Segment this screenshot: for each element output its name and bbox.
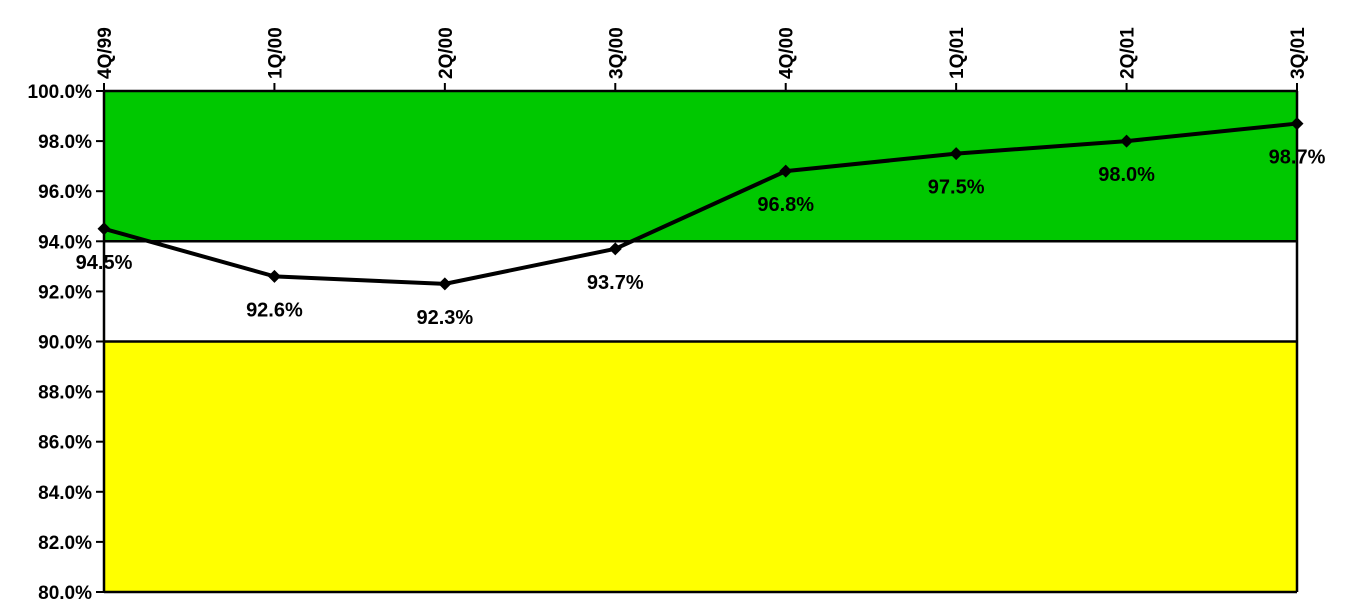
band-1 <box>104 241 1297 342</box>
data-point-marker <box>267 269 281 283</box>
data-label: 98.7% <box>1269 147 1326 169</box>
x-tick-label: 1Q/00 <box>265 27 286 79</box>
data-label: 92.6% <box>246 299 303 321</box>
data-point-marker <box>97 222 111 236</box>
x-tick-label: 4Q/00 <box>777 27 798 79</box>
data-label: 98.0% <box>1098 164 1155 186</box>
series-polyline <box>103 121 1298 286</box>
data-point-marker <box>779 164 793 178</box>
band-2 <box>104 341 1297 592</box>
y-tick-label: 84.0% <box>38 483 92 504</box>
y-tick-label: 88.0% <box>38 383 92 404</box>
data-label: 96.8% <box>757 194 814 216</box>
data-label: 93.7% <box>587 272 644 294</box>
axes: 80.0% 82.0% 84.0% 86.0% 88.0% 90.0% 92.0% 94.0%… <box>28 27 1309 604</box>
x-tick-label: 2Q/01 <box>1118 27 1139 79</box>
data-point-marker <box>949 147 963 161</box>
y-tick-label: 100.0% <box>28 82 93 103</box>
data-label: 92.3% <box>416 307 473 329</box>
x-tick-label: 3Q/01 <box>1288 27 1309 79</box>
y-tick-label: 98.0% <box>38 132 92 153</box>
series-line <box>97 117 1304 291</box>
x-tick-label: 1Q/01 <box>947 27 968 79</box>
data-point-marker <box>1290 117 1304 131</box>
x-tick-label: 4Q/99 <box>95 27 116 79</box>
data-point-marker <box>608 242 622 256</box>
threshold-bands <box>104 91 1297 592</box>
data-label: 94.5% <box>76 252 133 274</box>
y-tick-label: 80.0% <box>38 583 92 604</box>
data-labels: 94.5% 92.6% 92.3% 93.7% 96.8% 97.5% 98.0% 98.7% <box>76 147 1326 329</box>
y-tick-label: 92.0% <box>38 282 92 303</box>
y-tick-label: 86.0% <box>38 433 92 454</box>
x-tick-label: 3Q/00 <box>606 27 627 79</box>
data-point-marker <box>1120 134 1134 148</box>
data-label: 97.5% <box>928 177 985 199</box>
band-0 <box>104 91 1297 242</box>
y-tick-label: 82.0% <box>38 533 92 554</box>
y-tick-label: 94.0% <box>38 232 92 253</box>
x-tick-label: 2Q/00 <box>436 27 457 79</box>
y-tick-label: 90.0% <box>38 333 92 354</box>
y-tick-label: 96.0% <box>38 182 92 203</box>
data-point-marker <box>438 277 452 291</box>
